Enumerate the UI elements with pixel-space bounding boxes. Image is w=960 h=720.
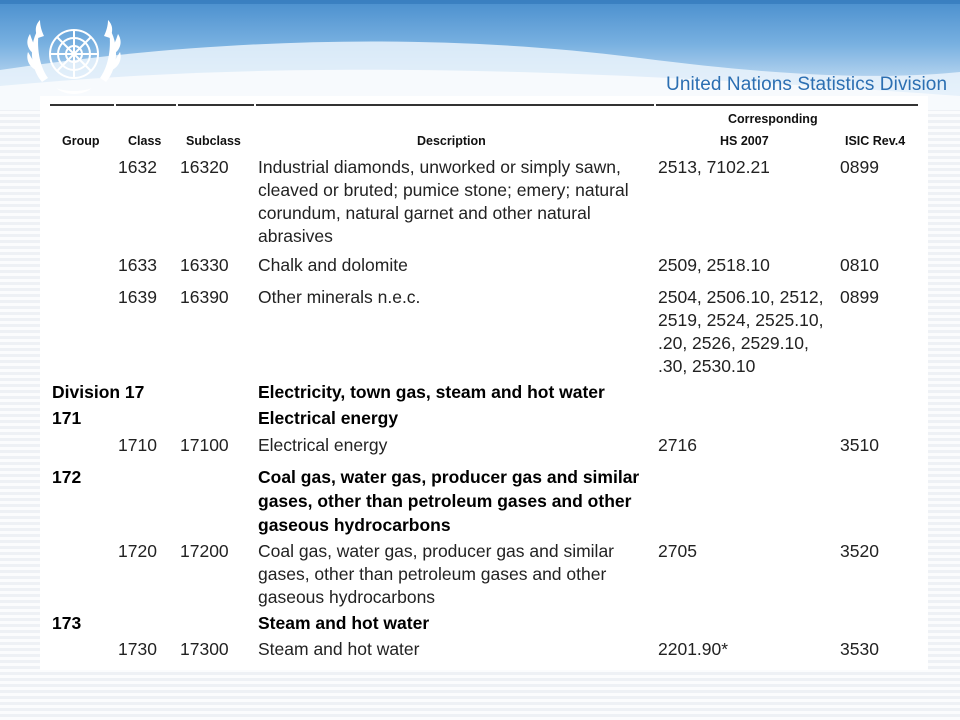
header-subclass: Subclass [186,134,241,148]
cell-group: Division 17 [52,382,145,402]
cell-hs: .30, 2530.10 [658,356,756,376]
cell-description: abrasives [258,226,333,246]
cell-description: Industrial diamonds, unworked or simply … [258,157,621,177]
cell-subclass: 16320 [180,157,229,177]
cell-hs: 2705 [658,541,697,561]
org-name: United Nations Statistics Division [666,74,948,95]
cell-description: Electricity, town gas, steam and hot wat… [258,382,605,402]
header-rule-subclass [178,104,254,106]
cell-class: 1639 [118,287,157,307]
cell-description: gaseous hydrocarbons [258,587,436,607]
cell-isic: 0899 [840,287,879,307]
cell-description: gaseous hydrocarbons [258,515,451,535]
header-rule-class [116,104,176,106]
cell-description: Coal gas, water gas, producer gas and si… [258,467,640,487]
classification-table: Corresponding Group Class Subclass Descr… [40,96,928,670]
cell-isic: 0810 [840,255,879,275]
cell-class: 1633 [118,255,157,275]
cell-hs: 2716 [658,435,697,455]
cell-isic: 0899 [840,157,879,177]
cell-description: Steam and hot water [258,639,420,659]
header-rule-group [50,104,114,106]
cell-description: corundum, natural garnet and other natur… [258,203,591,223]
header-isic: ISIC Rev.4 [845,134,906,148]
cell-subclass: 16390 [180,287,229,307]
header-hs: HS 2007 [720,134,769,148]
cell-hs: 2504, 2506.10, 2512, [658,287,824,307]
cell-subclass: 17300 [180,639,229,659]
cell-hs: .20, 2526, 2529.10, [658,333,809,353]
cell-description: Chalk and dolomite [258,255,408,275]
header-rule-description [256,104,654,106]
cell-description: Electrical energy [258,435,388,455]
cell-isic: 3530 [840,639,879,659]
cell-description: Coal gas, water gas, producer gas and si… [258,541,615,561]
cell-isic: 3520 [840,541,879,561]
cell-isic: 3510 [840,435,879,455]
un-emblem-icon [27,20,121,94]
cell-description: Steam and hot water [258,613,430,633]
cell-description: Other minerals n.e.c. [258,287,421,307]
cell-group: 171 [52,408,82,428]
cell-description: gases, other than petroleum gases and ot… [258,564,607,584]
cell-group: 173 [52,613,82,633]
cell-group: 172 [52,467,82,487]
cell-hs: 2201.90* [658,639,729,659]
cell-description: Electrical energy [258,408,399,428]
cell-hs: 2509, 2518.10 [658,255,770,275]
header-rule-corresponding [656,104,918,106]
cell-subclass: 16330 [180,255,229,275]
cell-subclass: 17200 [180,541,229,561]
cell-class: 1710 [118,435,157,455]
header-description: Description [417,134,486,148]
cell-description: cleaved or bruted; pumice stone; emery; … [258,180,629,200]
cell-description: gases, other than petroleum gases and ot… [258,491,632,511]
header-class: Class [128,134,162,148]
cell-class: 1730 [118,639,157,659]
cell-class: 1632 [118,157,157,177]
cell-hs: 2519, 2524, 2525.10, [658,310,824,330]
header-banner: United Nations Statistics Division [0,0,960,110]
cell-hs: 2513, 7102.21 [658,157,770,177]
header-group: Group [62,134,100,148]
cell-subclass: 17100 [180,435,229,455]
header-corresponding: Corresponding [728,112,818,126]
cell-class: 1720 [118,541,157,561]
